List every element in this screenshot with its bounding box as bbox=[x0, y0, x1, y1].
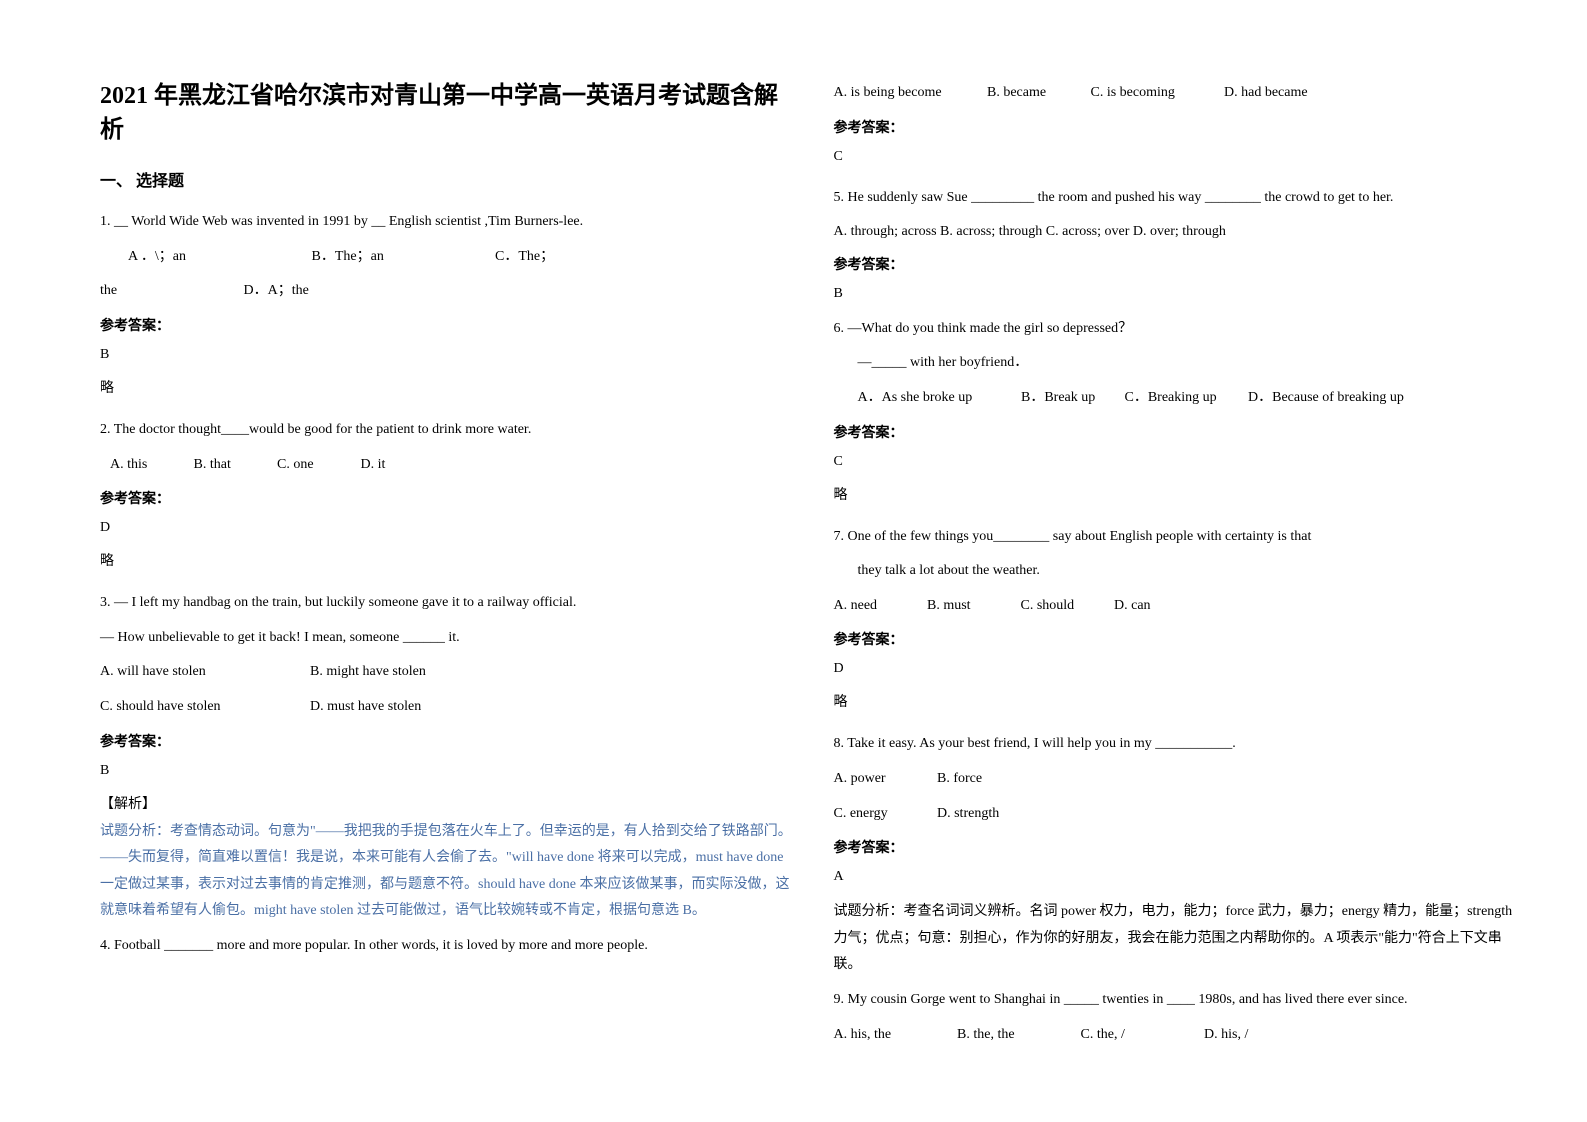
q6-answer-label: 参考答案： bbox=[834, 422, 1528, 442]
q7-stem1: 7. One of the few things you________ say… bbox=[834, 524, 1528, 551]
q5-opts: A. through; across B. across; through C.… bbox=[834, 219, 1528, 246]
q6-optA: A．As she broke up bbox=[858, 385, 1018, 412]
q1-optB: B．The；an bbox=[312, 244, 492, 271]
q7-stem2: they talk a lot about the weather. bbox=[834, 558, 1528, 585]
q3-optA: A. will have stolen bbox=[100, 659, 310, 686]
q8-stem: 8. Take it easy. As your best friend, I … bbox=[834, 731, 1528, 758]
q6-answer: C bbox=[834, 454, 1528, 470]
q9-optC: C. the, / bbox=[1081, 1022, 1201, 1049]
q9-optB: B. the, the bbox=[957, 1022, 1077, 1049]
q9-options: A. his, the B. the, the C. the, / D. his… bbox=[834, 1022, 1528, 1049]
q3-optD: D. must have stolen bbox=[310, 694, 520, 721]
q3-optC: C. should have stolen bbox=[100, 694, 310, 721]
q9-optD: D. his, / bbox=[1204, 1027, 1248, 1042]
exam-page: 2021 年黑龙江省哈尔滨市对青山第一中学高一英语月考试题含解析 一、 选择题 … bbox=[0, 0, 1587, 1096]
q4-optB: B. became bbox=[987, 80, 1087, 107]
q2-brief: 略 bbox=[100, 550, 794, 570]
q8-optA: A. power bbox=[834, 766, 934, 793]
q4-options: A. is being become B. became C. is becom… bbox=[834, 80, 1528, 107]
q4-stem: 4. Football _______ more and more popula… bbox=[100, 933, 794, 960]
q1-answer-label: 参考答案： bbox=[100, 315, 794, 335]
q7-optB: B. must bbox=[927, 593, 1017, 620]
q4-optA: A. is being become bbox=[834, 80, 984, 107]
q2-optC: C. one bbox=[277, 452, 357, 479]
q1-optC: C．The； bbox=[495, 249, 554, 264]
q5-stem: 5. He suddenly saw Sue _________ the roo… bbox=[834, 185, 1528, 212]
q5-answer: B bbox=[834, 286, 1528, 302]
q2-answer: D bbox=[100, 520, 794, 536]
q2-optD: D. it bbox=[361, 457, 386, 472]
q7-optD: D. can bbox=[1114, 598, 1151, 613]
q8-answer: A bbox=[834, 869, 1528, 885]
q1-line2b: D．A；the bbox=[244, 283, 309, 298]
q7-answer: D bbox=[834, 661, 1528, 677]
q7-optC: C. should bbox=[1021, 593, 1111, 620]
q6-brief: 略 bbox=[834, 484, 1528, 504]
q2-optA: A. this bbox=[110, 452, 190, 479]
q3-optB: B. might have stolen bbox=[310, 659, 520, 686]
q5-answer-label: 参考答案： bbox=[834, 254, 1528, 274]
q3-options-row2: C. should have stolen D. must have stole… bbox=[100, 694, 794, 721]
q8-explanation: 试题分析：考查名词词义辨析。名词 power 权力，电力，能力；force 武力… bbox=[834, 899, 1528, 979]
q4-optD: D. had became bbox=[1224, 85, 1308, 100]
q3-explanation-label: 【解析】 bbox=[100, 793, 794, 813]
q9-optA: A. his, the bbox=[834, 1022, 954, 1049]
right-column: A. is being become B. became C. is becom… bbox=[834, 80, 1528, 1056]
q6-options: A．As she broke up B．Break up C．Breaking … bbox=[834, 385, 1528, 412]
q2-answer-label: 参考答案： bbox=[100, 488, 794, 508]
q4-answer: C bbox=[834, 149, 1528, 165]
q1-answer: B bbox=[100, 347, 794, 363]
q7-brief: 略 bbox=[834, 691, 1528, 711]
left-column: 2021 年黑龙江省哈尔滨市对青山第一中学高一英语月考试题含解析 一、 选择题 … bbox=[100, 80, 794, 1056]
q6-optC: C．Breaking up bbox=[1125, 385, 1245, 412]
q8-options-row2: C. energy D. strength bbox=[834, 801, 1528, 828]
q2-stem: 2. The doctor thought____would be good f… bbox=[100, 417, 794, 444]
q3-options-row1: A. will have stolen B. might have stolen bbox=[100, 659, 794, 686]
q2-options: A. this B. that C. one D. it bbox=[100, 452, 794, 479]
q6-stem2: —_____ with her boyfriend． bbox=[834, 350, 1528, 377]
q3-answer-label: 参考答案： bbox=[100, 731, 794, 751]
q1-stem: 1. __ World Wide Web was invented in 199… bbox=[100, 209, 794, 236]
q4-optC: C. is becoming bbox=[1091, 80, 1221, 107]
q3-stem1: 3. — I left my handbag on the train, but… bbox=[100, 590, 794, 617]
q7-optA: A. need bbox=[834, 593, 924, 620]
exam-title: 2021 年黑龙江省哈尔滨市对青山第一中学高一英语月考试题含解析 bbox=[100, 80, 794, 147]
q1-options-row1: A ．\；an B．The；an C．The； bbox=[100, 244, 794, 271]
q8-optD: D. strength bbox=[937, 806, 999, 821]
q1-optA: A ．\；an bbox=[128, 244, 308, 271]
q1-options-row2: the D．A；the bbox=[100, 278, 794, 305]
q3-explanation: 试题分析：考查情态动词。句意为"——我把我的手提包落在火车上了。但幸运的是，有人… bbox=[100, 819, 794, 925]
q7-answer-label: 参考答案： bbox=[834, 629, 1528, 649]
q4-answer-label: 参考答案： bbox=[834, 117, 1528, 137]
q7-options: A. need B. must C. should D. can bbox=[834, 593, 1528, 620]
q3-answer: B bbox=[100, 763, 794, 779]
q1-line2a: the bbox=[100, 278, 240, 305]
section-header: 一、 选择题 bbox=[100, 167, 794, 191]
q1-brief: 略 bbox=[100, 377, 794, 397]
q8-answer-label: 参考答案： bbox=[834, 837, 1528, 857]
q2-optB: B. that bbox=[194, 452, 274, 479]
q8-optB: B. force bbox=[937, 771, 982, 786]
q6-stem1: 6. —What do you think made the girl so d… bbox=[834, 316, 1528, 343]
q8-optC: C. energy bbox=[834, 801, 934, 828]
q6-optD: D．Because of breaking up bbox=[1248, 390, 1404, 405]
q3-stem2: — How unbelievable to get it back! I mea… bbox=[100, 625, 794, 652]
q8-options-row1: A. power B. force bbox=[834, 766, 1528, 793]
q6-optB: B．Break up bbox=[1021, 385, 1121, 412]
q9-stem: 9. My cousin Gorge went to Shanghai in _… bbox=[834, 987, 1528, 1014]
